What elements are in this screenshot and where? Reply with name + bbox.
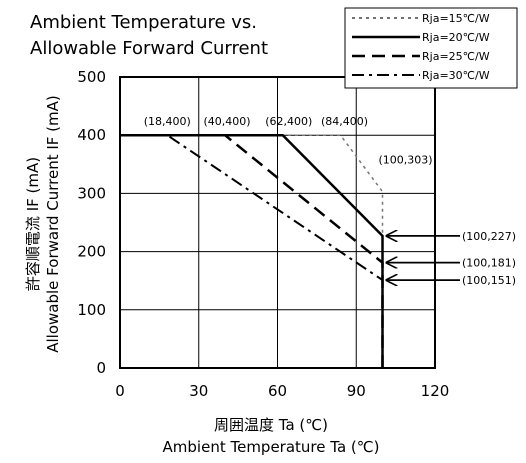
y-tick-label: 200 <box>77 243 106 261</box>
annotation-label: (100,303) <box>379 154 433 167</box>
y-tick-label: 0 <box>96 359 106 377</box>
x-tick-label: 60 <box>268 382 287 400</box>
y-tick-label: 100 <box>77 301 106 319</box>
series-line-dashdot <box>120 134 384 368</box>
annotations: (18,400) (40,400) (62,400) (84,400) (100,303… <box>144 115 516 287</box>
annotation-label: (84,400) <box>321 115 368 128</box>
x-axis-title: Ambient Temperature Ta (℃) <box>163 438 380 456</box>
legend: Rja=15℃/W Rja=20℃/W Rja=25℃/W Rja=30℃/W <box>344 7 518 89</box>
annotation-label: (18,400) <box>144 115 191 128</box>
chart-title-line-2: Allowable Forward Current <box>30 38 269 59</box>
x-tick-label: 30 <box>189 382 208 400</box>
y-tick-label: 300 <box>77 184 106 202</box>
x-tick-label: 120 <box>421 382 450 400</box>
legend-label: Rja=15℃/W <box>422 12 490 25</box>
x-tick-label: 0 <box>115 382 125 400</box>
legend-label: Rja=25℃/W <box>422 50 490 63</box>
plot-frame <box>119 76 436 369</box>
axis-titles: 周囲温度 Ta (℃) Ambient Temperature Ta (℃) 許… <box>24 95 379 456</box>
x-axis-title-jp: 周囲温度 Ta (℃) <box>214 416 328 434</box>
annotation-label: (100,227) <box>462 230 516 243</box>
annotation-label: (100,181) <box>462 257 516 270</box>
y-axis-title: Allowable Forward Current IF (mA) <box>44 95 62 353</box>
plot-border <box>119 76 436 369</box>
legend-label: Rja=30℃/W <box>422 69 490 82</box>
x-tick-label: 90 <box>347 382 366 400</box>
legend-label: Rja=20℃/W <box>422 31 490 44</box>
series-line-dashed <box>120 133 384 368</box>
y-tick-label: 500 <box>77 68 106 86</box>
chart-title-line-1: Ambient Temperature vs. <box>30 12 258 33</box>
annotation-label: (40,400) <box>203 115 250 128</box>
legend-box <box>344 7 518 89</box>
tick-labels: 0 30 60 90 120 0 100 200 300 400 500 <box>77 68 449 400</box>
y-axis-title-jp: 許容順電流 IF (mA) <box>24 157 42 291</box>
annotation-label: (100,151) <box>462 274 516 287</box>
series-layer <box>120 133 384 368</box>
y-tick-label: 400 <box>77 126 106 144</box>
annotation-label: (62,400) <box>265 115 312 128</box>
